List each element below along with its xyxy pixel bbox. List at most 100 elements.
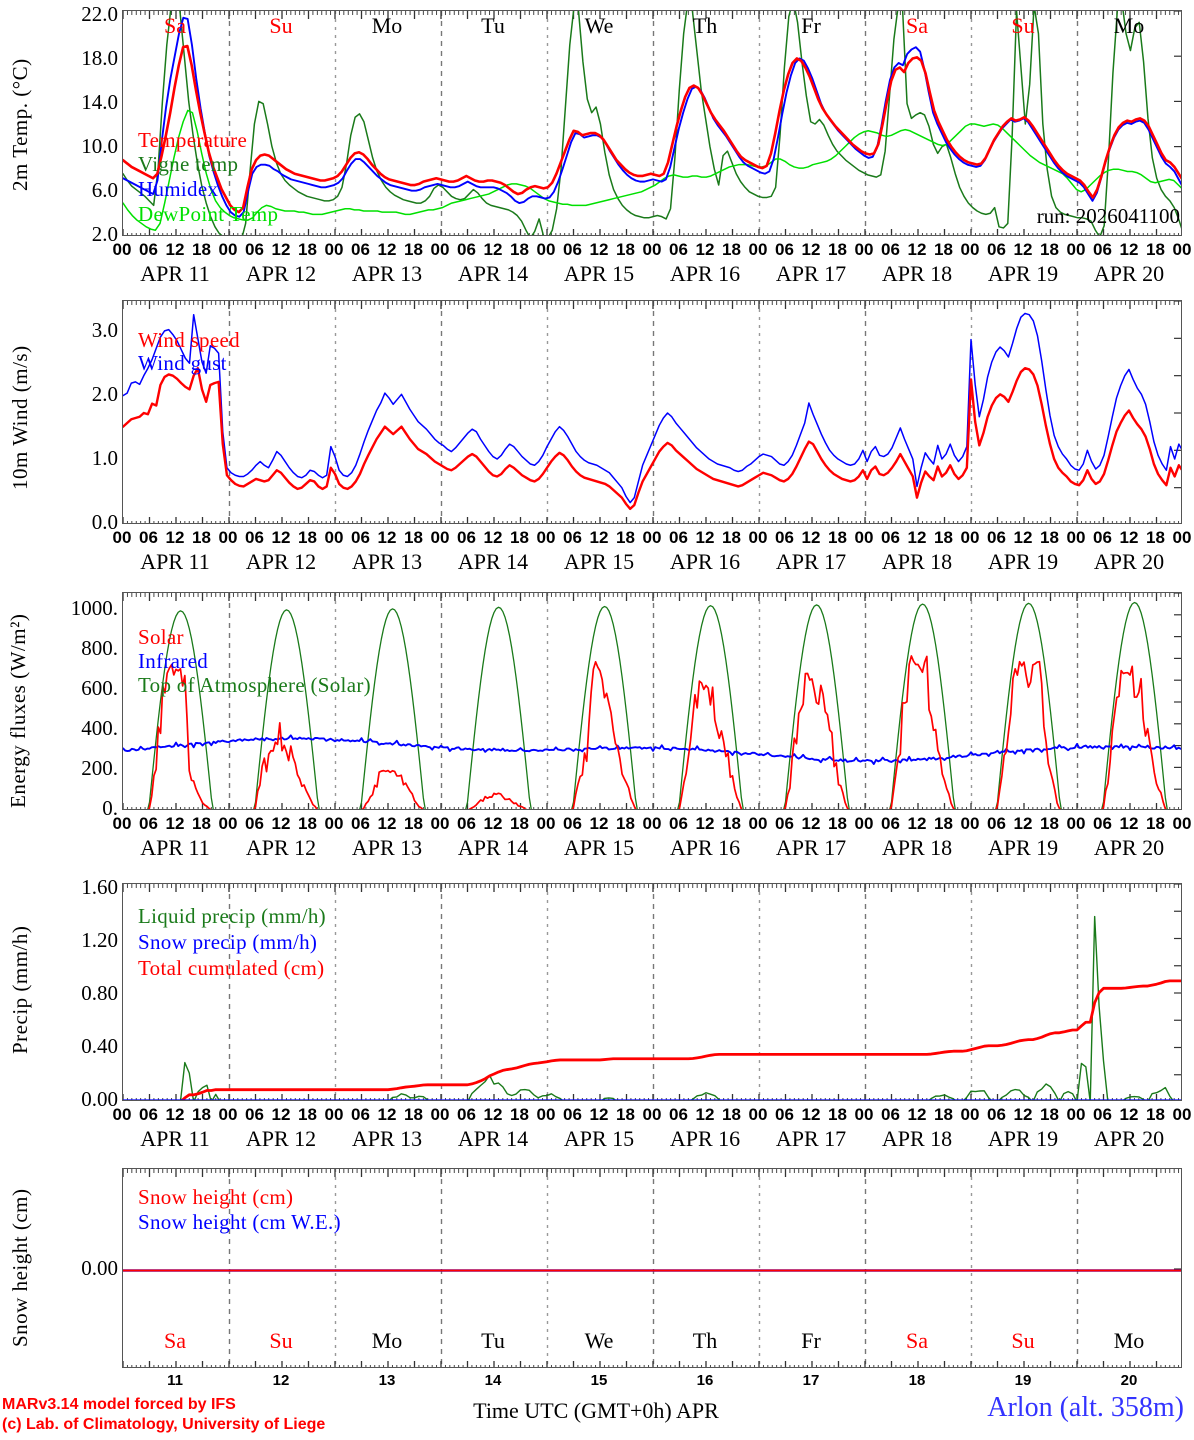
station-label: Arlon (alt. 358m) bbox=[987, 1392, 1184, 1423]
snow-daynumber-row: 11 12 13 14 15 16 17 18 19 20 bbox=[122, 1372, 1182, 1394]
energy-xaxis: 00 06 12 18 APR 11 00 06 12 18 APR 12 00 06 12 18 APR … bbox=[113, 814, 1192, 862]
hour-tick-label: 18 bbox=[404, 528, 423, 547]
hour-tick-label: 06 bbox=[563, 814, 582, 833]
hour-tick-label: 00 bbox=[112, 240, 132, 259]
hour-tick-label: 18 bbox=[934, 1105, 953, 1124]
hour-tick-label: 06 bbox=[881, 814, 900, 833]
day-number-label: 18 bbox=[908, 1372, 926, 1389]
day-header-label: APR 14 bbox=[457, 1126, 529, 1151]
day-header-label: APR 16 bbox=[669, 1126, 741, 1151]
hour-tick-label: 06 bbox=[1093, 1105, 1112, 1124]
day-header-label: APR 13 bbox=[351, 549, 423, 574]
day-header-label: APR 20 bbox=[1093, 549, 1165, 574]
hour-tick-label: 18 bbox=[934, 814, 953, 833]
temperature-ylabel: 2m Temp. (°C) bbox=[8, 58, 32, 191]
hour-tick-label: 00 bbox=[854, 240, 874, 259]
panel-energy-fluxes: Energy fluxes (W/m²) 1000. 800. 600. 400… bbox=[0, 585, 1194, 875]
hour-tick-label: 00 bbox=[112, 1105, 132, 1124]
hour-tick-label: 00 bbox=[112, 528, 132, 547]
hour-tick-label: 06 bbox=[245, 240, 264, 259]
hour-tick-label: 18 bbox=[1146, 240, 1165, 259]
hour-tick-label: 12 bbox=[377, 240, 397, 259]
day-header-label: APR 16 bbox=[669, 261, 741, 286]
temperature-plot-area bbox=[122, 10, 1182, 236]
hour-tick-label: 00 bbox=[1172, 814, 1192, 833]
day-header-label: APR 19 bbox=[987, 1126, 1059, 1151]
hour-tick-label: 00 bbox=[642, 1105, 662, 1124]
legend-dewpoint: DewPoint Temp bbox=[138, 202, 279, 226]
energy-ylabel: Energy fluxes (W/m²) bbox=[6, 613, 30, 809]
weekday-label: Mo bbox=[1113, 13, 1145, 38]
hour-tick-label: 12 bbox=[1013, 814, 1033, 833]
hour-tick-label: 06 bbox=[775, 528, 794, 547]
day-header-label: APR 14 bbox=[457, 261, 529, 286]
hour-tick-label: 12 bbox=[1013, 1105, 1033, 1124]
hour-tick-label: 12 bbox=[907, 814, 927, 833]
day-header-label: APR 14 bbox=[457, 549, 529, 574]
ytick: 0.00 bbox=[81, 1256, 118, 1280]
legend-snow-precip: Snow precip (mm/h) bbox=[138, 930, 318, 954]
day-header-label: APR 11 bbox=[140, 261, 210, 286]
hour-tick-label: 00 bbox=[960, 528, 980, 547]
day-number-label: 13 bbox=[378, 1372, 396, 1389]
hour-tick-label: 12 bbox=[801, 814, 821, 833]
run-label: run: 2026041100 bbox=[1036, 204, 1180, 228]
hour-tick-label: 06 bbox=[881, 1105, 900, 1124]
hour-tick-label: 18 bbox=[828, 240, 847, 259]
hour-tick-label: 06 bbox=[351, 1105, 370, 1124]
hour-tick-label: 18 bbox=[1146, 528, 1165, 547]
hour-tick-label: 00 bbox=[324, 240, 344, 259]
hour-tick-label: 18 bbox=[616, 528, 635, 547]
hour-tick-label: 12 bbox=[695, 528, 715, 547]
hour-tick-label: 06 bbox=[563, 240, 582, 259]
hour-tick-label: 00 bbox=[536, 1105, 556, 1124]
hour-tick-label: 00 bbox=[218, 528, 238, 547]
day-header-label: APR 13 bbox=[351, 261, 423, 286]
temperature-weekday-row: Sa Su Mo Tu We Th Fr Sa Su Mo bbox=[122, 13, 1182, 39]
day-number-label: 14 bbox=[484, 1372, 502, 1389]
weekday-label: Su bbox=[269, 13, 293, 38]
hour-tick-label: 06 bbox=[669, 240, 688, 259]
day-header-label: APR 18 bbox=[881, 835, 953, 860]
hour-tick-label: 00 bbox=[1172, 528, 1192, 547]
weekday-label: Sa bbox=[906, 13, 928, 38]
precip-plot-area bbox=[122, 883, 1182, 1101]
hour-tick-label: 18 bbox=[828, 528, 847, 547]
hour-tick-label: 18 bbox=[510, 240, 529, 259]
hour-tick-label: 12 bbox=[271, 528, 291, 547]
legend-humidex: Humidex bbox=[138, 177, 219, 201]
ytick: 800. bbox=[81, 636, 118, 660]
panel-temperature: 2m Temp. (°C) 22.0 18.0 14.0 10.0 6.0 2.… bbox=[0, 0, 1194, 290]
hour-tick-label: 12 bbox=[907, 528, 927, 547]
energy-plot-area bbox=[122, 592, 1182, 810]
ytick: 1.60 bbox=[81, 875, 118, 899]
hour-tick-label: 06 bbox=[245, 528, 264, 547]
hour-tick-label: 12 bbox=[1119, 1105, 1139, 1124]
hour-tick-label: 06 bbox=[351, 528, 370, 547]
legend-solar: Solar bbox=[138, 625, 184, 649]
day-header-label: APR 20 bbox=[1093, 1126, 1165, 1151]
hour-tick-label: 12 bbox=[377, 1105, 397, 1124]
hour-tick-label: 18 bbox=[934, 528, 953, 547]
day-header-label: APR 12 bbox=[245, 261, 317, 286]
hour-tick-label: 06 bbox=[881, 528, 900, 547]
hour-tick-label: 18 bbox=[298, 1105, 317, 1124]
hour-tick-label: 00 bbox=[854, 814, 874, 833]
hour-tick-label: 06 bbox=[139, 240, 158, 259]
hour-tick-label: 06 bbox=[881, 240, 900, 259]
hour-tick-label: 12 bbox=[907, 1105, 927, 1124]
hour-tick-label: 18 bbox=[192, 1105, 211, 1124]
hour-tick-label: 00 bbox=[960, 1105, 980, 1124]
day-header-label: APR 12 bbox=[245, 1126, 317, 1151]
hour-tick-label: 06 bbox=[457, 528, 476, 547]
wind-xaxis: 00 06 12 18 APR 11 00 06 12 18 APR 12 00 06 12 18 APR … bbox=[113, 528, 1192, 576]
hour-tick-label: 06 bbox=[563, 1105, 582, 1124]
footer-model-line: MARv3.14 model forced by IFS bbox=[2, 1396, 236, 1413]
hour-tick-label: 00 bbox=[430, 1105, 450, 1124]
hour-tick-label: 00 bbox=[1066, 814, 1086, 833]
weekday-label: Su bbox=[269, 1328, 293, 1353]
ytick: 200. bbox=[81, 756, 118, 780]
hour-tick-label: 18 bbox=[722, 528, 741, 547]
wind-plot-area bbox=[122, 300, 1182, 524]
